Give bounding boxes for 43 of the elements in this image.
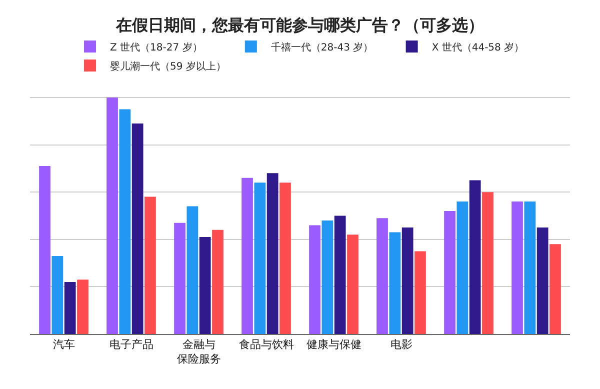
bar (456, 202, 468, 334)
x-tick-label: 金融与保险服务 (176, 338, 221, 366)
bar (254, 182, 266, 334)
bar (536, 228, 548, 334)
bar (186, 206, 198, 334)
bar (334, 216, 346, 334)
bar (414, 251, 426, 334)
bar (389, 232, 401, 334)
x-tick-label: 电影 (390, 338, 412, 352)
bar (199, 237, 211, 334)
bar (242, 178, 253, 334)
bar (39, 166, 50, 334)
bar (322, 220, 334, 334)
bar (512, 202, 523, 334)
bar (77, 280, 88, 334)
x-tick-label: 食品与饮料 (238, 338, 294, 352)
bar (402, 228, 414, 334)
bar (469, 180, 481, 334)
bar (64, 282, 76, 334)
bar (524, 202, 536, 334)
bar (119, 109, 131, 334)
bar (144, 196, 156, 334)
legend-label: Z 世代（18-27 岁） (110, 41, 202, 54)
bar (106, 97, 118, 334)
x-tick-label: 汽车 (52, 338, 75, 352)
bar (280, 182, 291, 334)
bar (174, 222, 186, 334)
bar (309, 225, 320, 334)
bar (376, 218, 388, 334)
bar (212, 230, 224, 334)
legend-label: 千禧一代（28-43 岁） (270, 41, 374, 54)
bar (550, 244, 561, 334)
bar (52, 256, 64, 334)
chart-title: 在假日期间，您最有可能参与哪类广告？（可多选） (115, 16, 484, 35)
legend-label: 婴儿潮一代（59 岁以上） (110, 60, 226, 72)
bar (266, 173, 278, 334)
x-tick-label: 电子产品 (109, 338, 154, 352)
bar (444, 210, 456, 334)
bar (347, 234, 358, 334)
legend-label: X 世代（44-58 岁） (432, 41, 524, 54)
x-tick-label: 健康与保健 (306, 338, 362, 352)
bar (482, 192, 494, 334)
bar (132, 123, 144, 334)
